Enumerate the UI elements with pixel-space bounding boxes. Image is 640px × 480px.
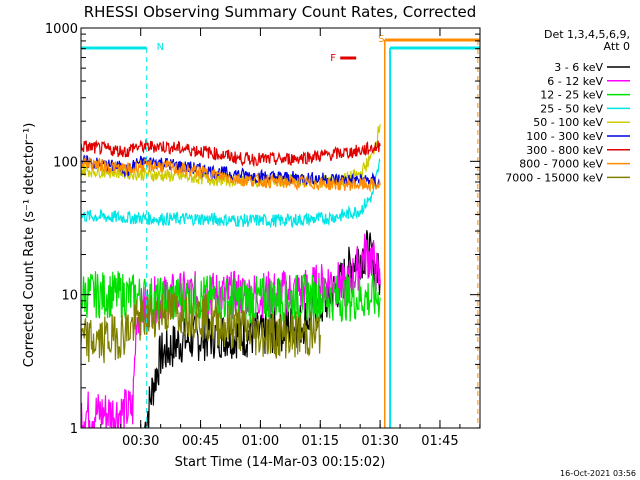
- legend-entry-label: 50 - 100 keV: [533, 116, 603, 129]
- series-line: [81, 289, 321, 364]
- night-flag-label: N: [157, 42, 164, 53]
- series-line: [81, 138, 381, 168]
- legend-title: Det 1,3,4,5,6,9,: [544, 28, 630, 41]
- x-tick-label: 00:45: [182, 434, 219, 449]
- chart-title: RHESSI Observing Summary Count Rates, Co…: [84, 3, 477, 21]
- flag-layer: N F S: [81, 34, 480, 428]
- y-tick-label: 10: [61, 289, 78, 304]
- legend-entry-label: 300 - 800 keV: [526, 144, 603, 157]
- x-tick-label: 00:30: [122, 434, 159, 449]
- legend-entry-label: 25 - 50 keV: [540, 102, 603, 115]
- y-axis: 1 10 100 1000: [45, 22, 480, 437]
- flare-flag-label: F: [330, 53, 336, 64]
- series-layer: [81, 124, 381, 428]
- y-axis-label: Corrected Count Rate (s⁻¹ detector⁻¹): [22, 123, 37, 368]
- x-axis-label: Start Time (14-Mar-03 00:15:02): [175, 455, 386, 470]
- x-axis: 00:30 00:45 01:00 01:15 01:30 01:45: [100, 28, 481, 449]
- y-tick-label: 100: [53, 155, 78, 170]
- legend-entry-label: 12 - 25 keV: [540, 89, 603, 102]
- x-tick-label: 01:45: [421, 434, 458, 449]
- x-tick-label: 01:15: [302, 434, 339, 449]
- saa-flag-label: S: [378, 34, 384, 45]
- legend-entry-label: 3 - 6 keV: [554, 61, 603, 74]
- footer-timestamp: 16-Oct-2021 03:56: [560, 469, 636, 478]
- legend-entry-label: 7000 - 15000 keV: [505, 171, 603, 184]
- x-tick-label: 01:00: [242, 434, 279, 449]
- series-line: [81, 233, 381, 428]
- y-tick-label: 1000: [45, 22, 78, 37]
- y-tick-label: 1: [70, 422, 78, 437]
- legend-entry-label: 6 - 12 keV: [547, 75, 603, 88]
- series-line: [81, 157, 381, 229]
- x-tick-label: 01:30: [361, 434, 398, 449]
- legend-entry-label: 100 - 300 keV: [526, 130, 603, 143]
- series-line: [81, 155, 381, 193]
- plot-frame: [80, 27, 481, 429]
- legend-entry-label: 800 - 7000 keV: [519, 158, 603, 171]
- legend-title: Att 0: [604, 40, 630, 53]
